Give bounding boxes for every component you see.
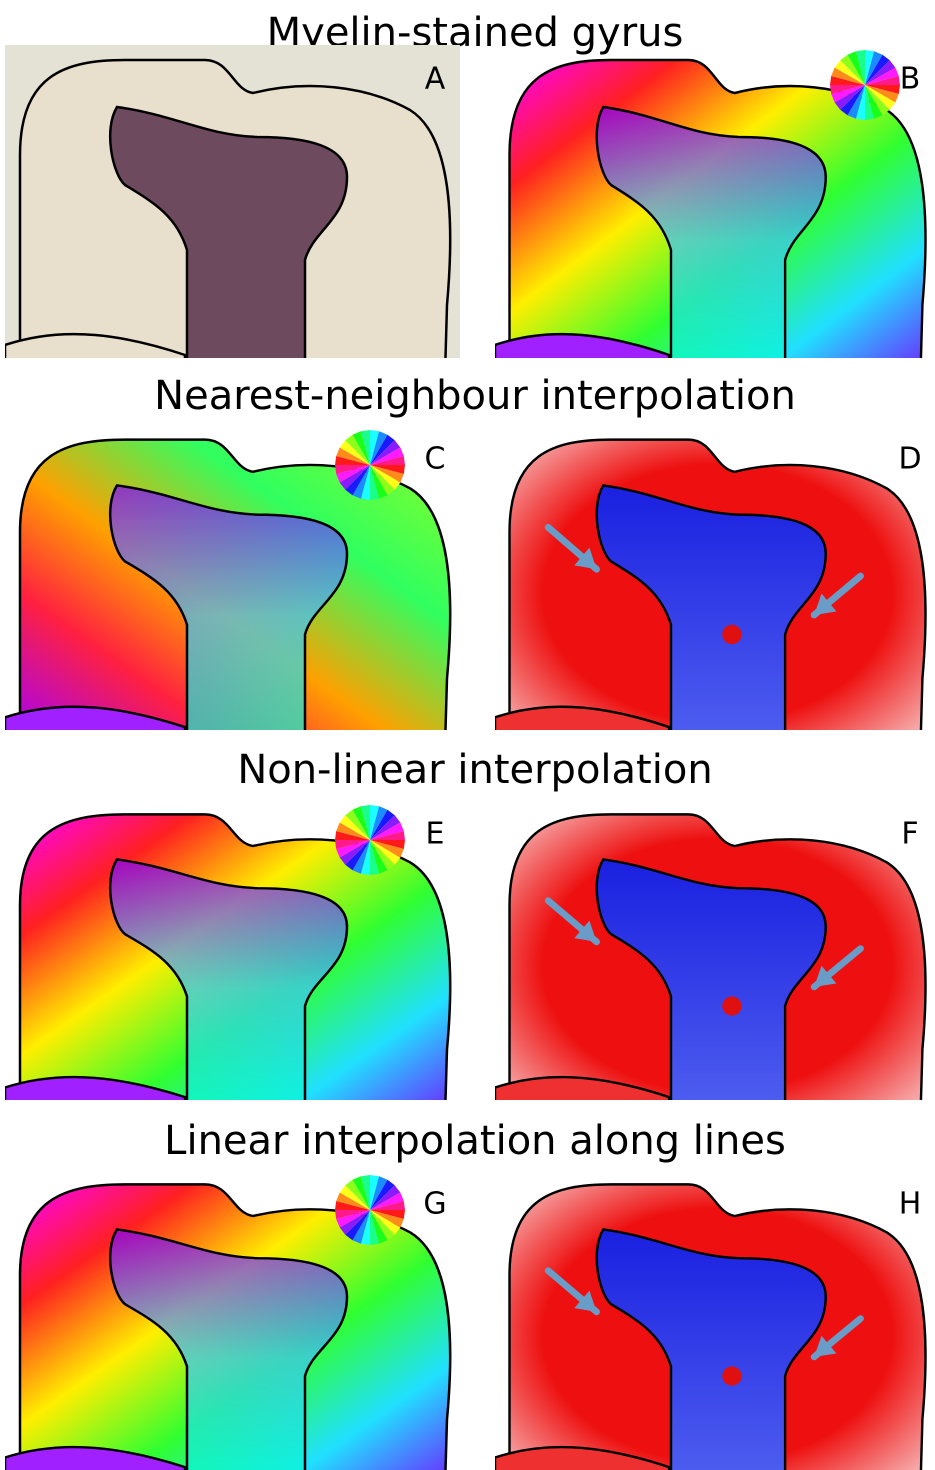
section-title: Linear interpolation along lines	[164, 1118, 786, 1164]
panel-letter: B	[900, 62, 921, 97]
panel: G	[5, 1175, 450, 1470]
panel-letter: C	[425, 442, 446, 477]
panel: C	[5, 430, 450, 747]
panel: H	[495, 1184, 926, 1470]
red-spot	[722, 1366, 741, 1385]
red-spot	[722, 625, 741, 644]
figure: Myelin-stained gyrusABNearest-neighbour …	[0, 0, 935, 1470]
section-title: Non-linear interpolation	[237, 747, 712, 793]
panel: B	[495, 50, 926, 375]
panel: F	[495, 814, 926, 1116]
panel: E	[5, 805, 450, 1116]
panel: D	[495, 440, 926, 747]
panel-image	[495, 1184, 926, 1470]
panel-letter: H	[899, 1187, 922, 1222]
red-spot	[722, 996, 741, 1015]
panel-letter: A	[425, 62, 446, 97]
panel-image	[495, 814, 926, 1116]
panel: A	[5, 45, 460, 375]
panel-letter: G	[423, 1187, 446, 1222]
panel-letter: E	[426, 817, 445, 852]
panel-letter: D	[898, 442, 921, 477]
section-title: Nearest-neighbour interpolation	[154, 373, 796, 419]
panel-letter: F	[901, 817, 918, 852]
panel-image	[495, 440, 926, 747]
panel-image	[5, 45, 460, 375]
